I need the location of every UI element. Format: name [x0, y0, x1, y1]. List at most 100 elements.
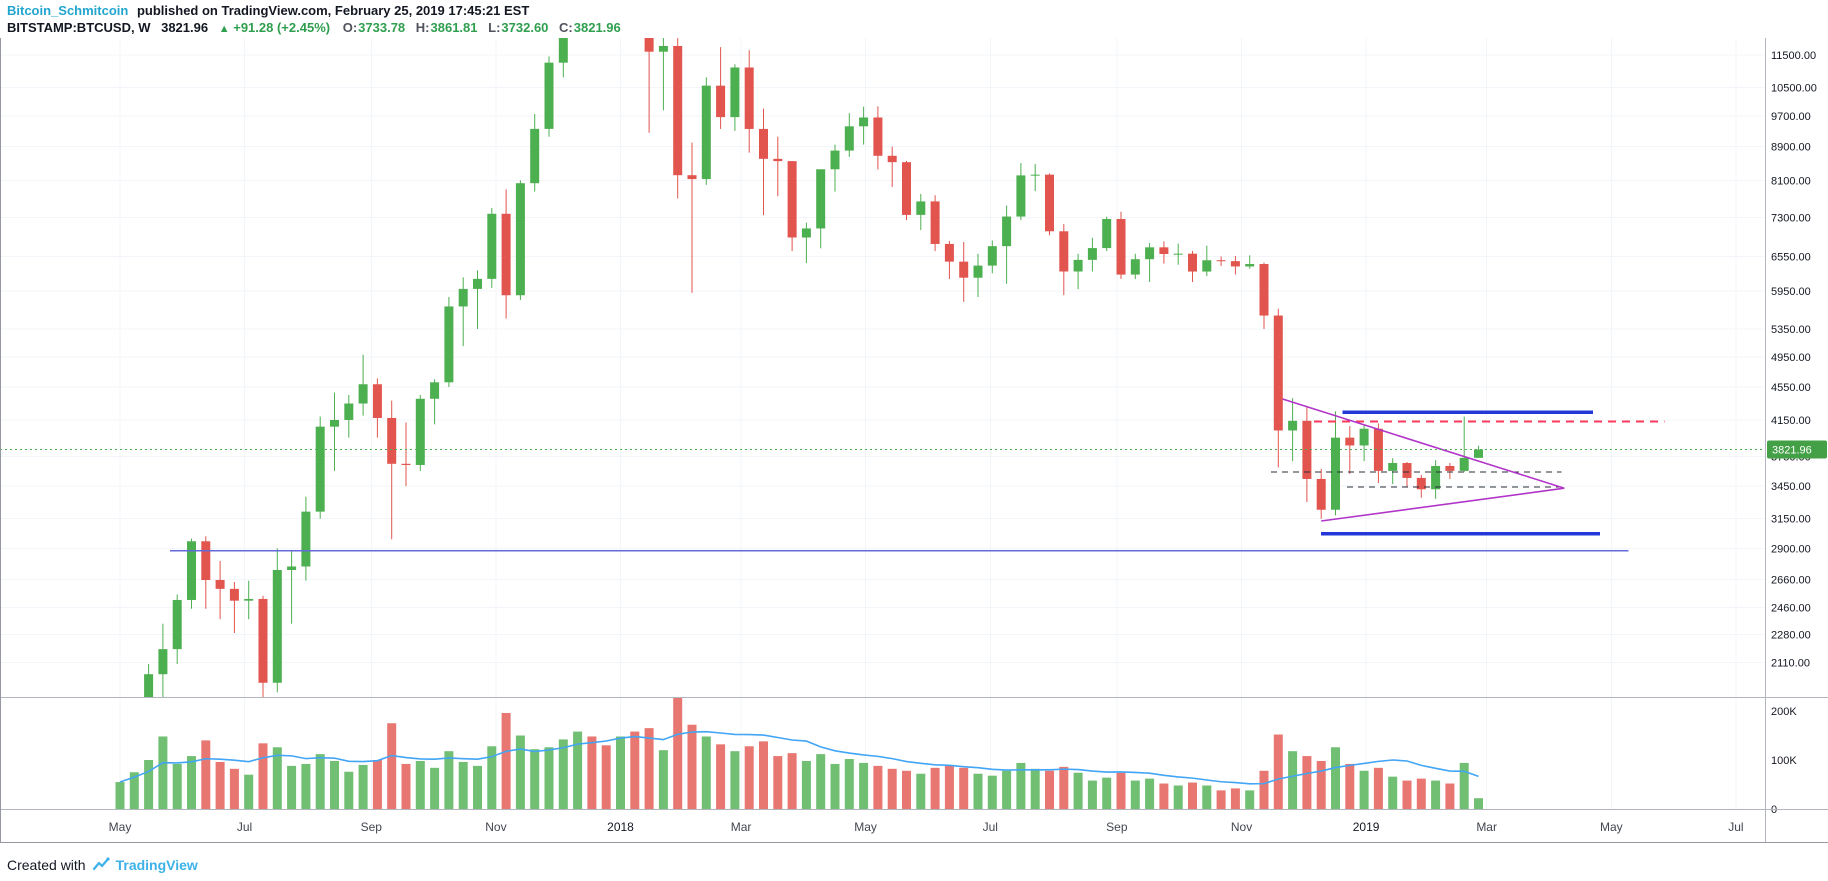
volume-bar: [673, 698, 683, 809]
open-value: 3733.78: [358, 20, 406, 35]
candle: [816, 169, 826, 249]
volume-bar: [1416, 778, 1426, 809]
ohlc-close: C:3821.96: [559, 20, 621, 35]
price-tick-label: 8100.00: [1771, 175, 1811, 187]
volume-bar: [244, 774, 254, 809]
volume-bar: [401, 763, 411, 809]
time-tick-label: Mar: [1476, 820, 1497, 834]
candle: [358, 354, 368, 416]
high-label: H:: [415, 20, 430, 35]
volume-bar: [115, 782, 125, 809]
time-tick-label: Nov: [485, 820, 506, 834]
volume-bar: [844, 759, 854, 809]
candle: [287, 550, 297, 624]
candlestick-series: [144, 38, 1483, 697]
candle: [944, 240, 954, 280]
volume-bar: [358, 764, 368, 809]
time-axis: May Jul Sep Nov 2018 Mar May Jul Sep Nov 2019 Mar Ma…: [109, 820, 1744, 834]
volume-bar: [687, 724, 697, 809]
candle: [172, 594, 182, 665]
candle: [201, 536, 211, 609]
volume-bar: [1245, 790, 1255, 809]
volume-bar: [287, 765, 297, 809]
candle: [1345, 426, 1355, 474]
volume-bar: [1216, 790, 1226, 809]
volume-bar: [458, 761, 468, 809]
author-link[interactable]: Bitcoin_Schmitcoin: [7, 3, 129, 18]
volume-bar: [187, 756, 196, 809]
candle: [387, 400, 397, 540]
candle: [1045, 173, 1054, 236]
candle: [444, 296, 454, 387]
candle: [787, 160, 797, 252]
candle: [1459, 416, 1469, 472]
volume-bar: [1059, 766, 1069, 809]
time-tick-label: May: [1600, 820, 1623, 834]
candle: [673, 38, 683, 199]
candle: [315, 416, 325, 519]
candle: [187, 538, 196, 609]
volume-bar: [1073, 772, 1083, 809]
price-tick-label: 4950.00: [1771, 352, 1811, 364]
volume-bar: [1474, 798, 1483, 809]
volume-bar: [487, 746, 497, 809]
candle: [544, 56, 554, 137]
candle: [1173, 243, 1183, 265]
candle: [1316, 468, 1326, 519]
price-tick-label: 5350.00: [1771, 324, 1811, 336]
volume-bar: [558, 739, 568, 809]
chart-borders: [0, 38, 1828, 843]
candle: [930, 195, 940, 252]
candle: [687, 142, 697, 293]
price-axis: 11500.00 10500.00 9700.00 8900.00 8100.00 730…: [1771, 50, 1817, 816]
volume-bar: [372, 760, 382, 809]
tradingview-logo-icon[interactable]: [92, 856, 110, 874]
last-price-value: 3821.96: [161, 20, 209, 35]
price-tick-label: 2460.00: [1771, 602, 1811, 614]
price-tick-label: 10500.00: [1771, 82, 1817, 94]
time-tick-label: Jul: [237, 820, 252, 834]
volume-bar: [1130, 780, 1140, 809]
volume-bar: [630, 731, 640, 809]
time-tick-label: 2018: [607, 820, 634, 834]
volume-bar: [987, 775, 997, 809]
price-tick-label: 3450.00: [1771, 481, 1811, 493]
volume-bar: [887, 768, 897, 809]
candle: [272, 548, 282, 693]
volume-bar: [1045, 770, 1054, 809]
volume-bar: [544, 747, 554, 809]
volume-bar: [801, 760, 811, 809]
triangle-upper-trendline: [1282, 398, 1565, 489]
volume-bar: [1116, 772, 1126, 809]
candle: [158, 623, 168, 697]
candle: [730, 64, 740, 131]
candle: [1130, 253, 1140, 280]
volume-bar: [787, 753, 797, 809]
volume-bar: [144, 760, 154, 809]
candle: [987, 240, 997, 274]
candle: [372, 378, 382, 438]
time-tick-label: Sep: [361, 820, 383, 834]
volume-bar: [430, 767, 440, 809]
volume-bar: [330, 760, 339, 809]
candle: [1030, 163, 1040, 192]
candle: [1087, 237, 1097, 272]
volume-bar: [473, 765, 482, 809]
time-tick-label: 2019: [1353, 820, 1380, 834]
volume-bar: [129, 772, 139, 809]
volume-bar: [830, 763, 840, 809]
candle: [1402, 462, 1412, 488]
candle: [330, 392, 339, 471]
price-change-text: +91.28 (+2.45%): [233, 20, 331, 35]
tradingview-brand-link[interactable]: TradingView: [115, 857, 198, 873]
volume-bar: [944, 765, 954, 809]
candle: [744, 50, 754, 153]
volume-bar: [515, 735, 525, 809]
volume-bar: [1202, 785, 1212, 809]
close-label: C:: [559, 20, 573, 35]
drawings: [0, 398, 1765, 552]
volume-series: [115, 698, 1483, 809]
volume-bar: [1102, 777, 1112, 809]
price-tick-label: 2280.00: [1771, 630, 1811, 642]
